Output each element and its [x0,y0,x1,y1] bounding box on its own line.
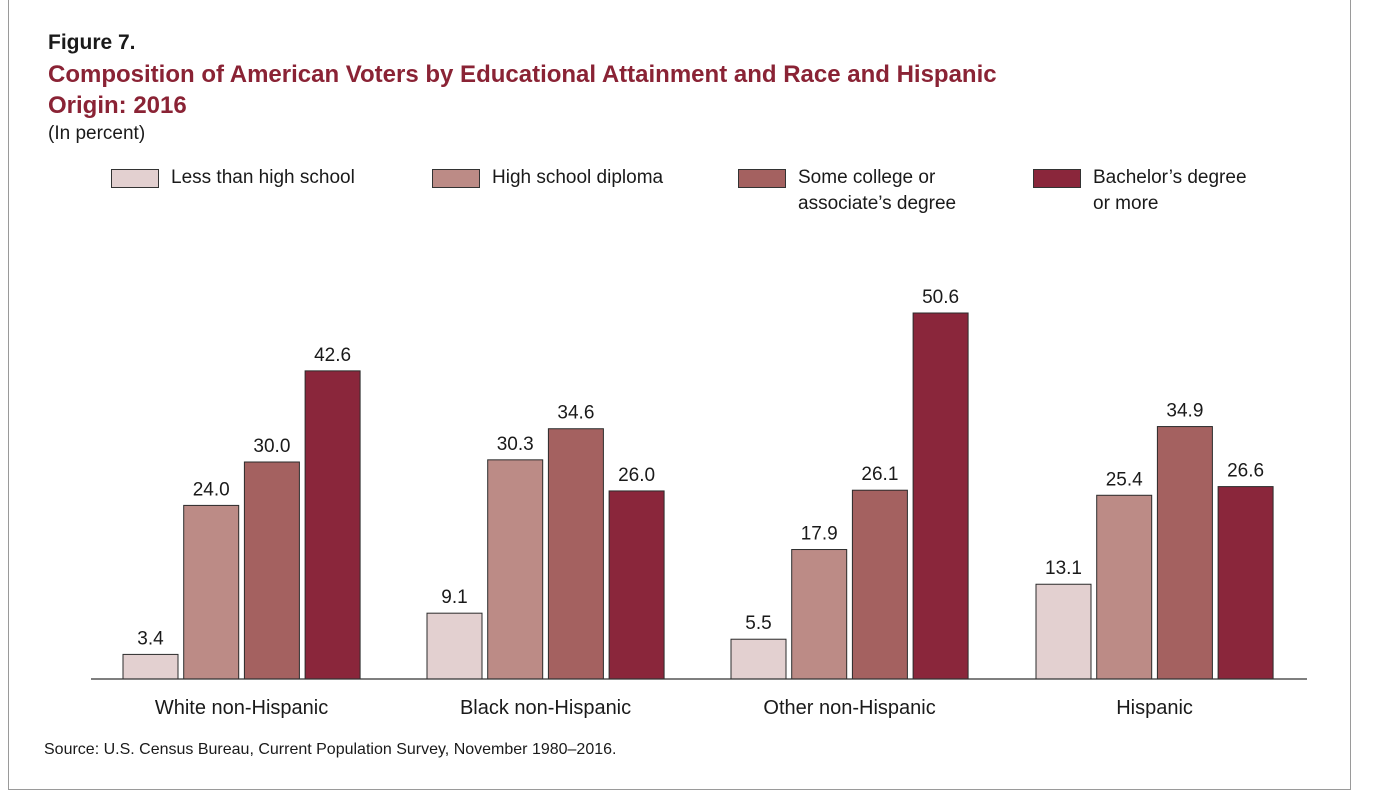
legend-label: High school diploma [492,167,664,188]
data-label: 26.0 [618,465,655,486]
bar-0-3 [304,370,361,680]
source-note: Source: U.S. Census Bureau, Current Popu… [44,741,617,758]
data-label: 3.4 [137,628,164,649]
figure-label: Figure 7. [48,31,136,54]
legend-item-high-school-diploma: High school diploma [432,167,664,191]
category-label: White non-Hispanic [155,697,328,719]
data-label: 26.6 [1227,461,1264,482]
bar-2-1 [791,549,848,680]
figure-frame [8,0,1351,790]
legend-item-some-college: Some college or associate’s degree [738,167,957,217]
bar-0-1 [183,504,240,680]
category-label: Black non-Hispanic [460,697,631,719]
bar-1-3 [608,490,665,680]
data-label: 26.1 [861,464,898,485]
data-label: 34.9 [1166,401,1203,422]
data-label: 42.6 [314,345,351,366]
legend-label: Some college or associate’s degree [798,167,957,214]
data-label: 13.1 [1045,558,1082,579]
legend-swatch [432,169,480,188]
bar-1-0 [426,612,483,680]
legend-swatch [1033,169,1081,188]
data-label: 30.0 [253,436,290,457]
data-label: 25.4 [1106,469,1143,490]
data-label: 5.5 [745,613,771,634]
legend-item-bachelors-or-more: Bachelor’s degree or more [1033,167,1247,217]
legend-item-less-than-high-school: Less than high school [111,167,355,191]
category-label: Other non-Hispanic [763,697,935,719]
bar-0-2 [243,461,300,680]
legend-swatch [738,169,786,188]
bar-0-0 [122,653,179,680]
legend-swatch [111,169,159,188]
data-label: 17.9 [801,524,838,545]
bar-2-0 [730,638,787,680]
bar-2-3 [912,312,969,680]
legend-label: Less than high school [171,167,355,188]
chart-subtitle: (In percent) [48,123,146,144]
data-label: 30.3 [497,434,534,455]
bar-1-2 [547,428,604,680]
legend-label: Bachelor’s degree or more [1093,167,1247,214]
bar-3-3 [1217,486,1274,680]
bar-3-1 [1096,494,1153,680]
data-label: 50.6 [922,287,959,308]
bar-1-1 [487,459,544,680]
bar-3-2 [1156,426,1213,680]
chart-title: Composition of American Voters by Educat… [48,61,997,119]
bar-2-2 [851,489,908,680]
data-label: 24.0 [193,479,230,500]
category-label: Hispanic [1116,697,1193,719]
data-label: 9.1 [441,587,467,608]
data-label: 34.6 [557,403,594,424]
bar-3-0 [1035,583,1092,680]
